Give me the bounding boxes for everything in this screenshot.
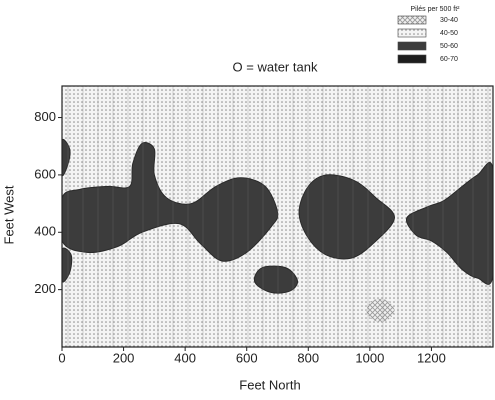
annotation: O = water tank <box>233 59 318 74</box>
legend-label: 50-60 <box>440 43 458 50</box>
region <box>366 298 395 322</box>
legend-swatch <box>397 41 427 51</box>
plot-frame <box>61 85 494 348</box>
legend-label: 60-70 <box>440 56 458 63</box>
x-tick-label: 200 <box>113 350 135 365</box>
region <box>253 265 299 294</box>
legend-swatch <box>397 28 427 38</box>
legend-swatch <box>397 54 427 64</box>
y-tick-label: 200 <box>34 281 56 296</box>
region <box>62 247 73 283</box>
y-tick-label: 400 <box>34 224 56 239</box>
x-tick-label: 0 <box>58 350 65 365</box>
x-tick-label: 1200 <box>417 350 446 365</box>
y-axis-label: Feet West <box>1 185 16 244</box>
legend-title: Pilés per 500 ft² <box>410 6 460 13</box>
region <box>62 142 279 262</box>
x-tick-label: 800 <box>297 350 319 365</box>
x-tick-label: 400 <box>174 350 196 365</box>
legend-label: 30-40 <box>440 17 458 24</box>
region <box>405 162 493 285</box>
y-tick-label: 600 <box>34 166 56 181</box>
x-axis-label: Feet North <box>239 377 300 392</box>
x-tick-label: 1000 <box>355 350 384 365</box>
x-tick-label: 600 <box>236 350 258 365</box>
legend-label: 40-50 <box>440 30 458 37</box>
legend-swatch <box>397 15 427 25</box>
y-tick-label: 800 <box>34 109 56 124</box>
plot-area <box>62 86 493 347</box>
